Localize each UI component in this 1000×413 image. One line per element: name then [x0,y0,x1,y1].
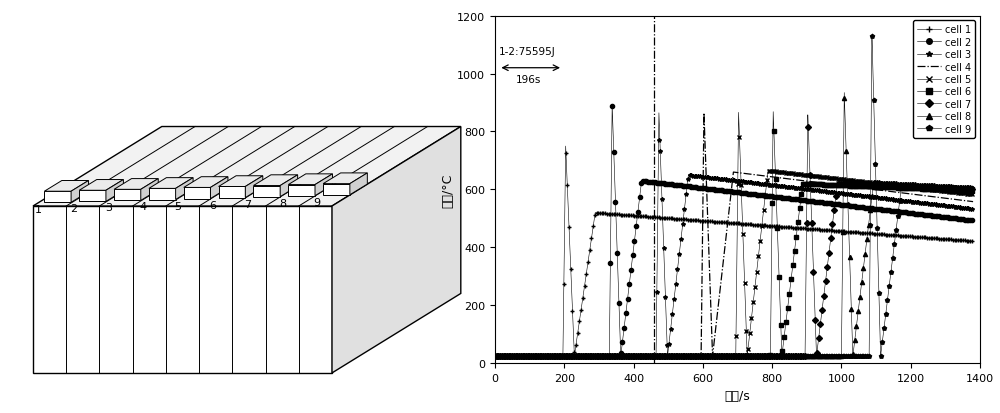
Text: 4: 4 [140,202,147,212]
Text: 8: 8 [279,198,286,208]
Polygon shape [114,179,158,190]
Polygon shape [79,191,106,202]
Polygon shape [149,178,193,189]
Polygon shape [141,179,158,201]
Text: 9: 9 [314,197,321,207]
Polygon shape [219,176,263,187]
Text: 6: 6 [209,200,216,210]
Polygon shape [33,206,332,373]
Polygon shape [149,189,176,200]
Polygon shape [71,181,89,203]
Text: 2: 2 [70,204,77,214]
Polygon shape [245,176,263,198]
Polygon shape [184,177,228,188]
Legend: cell 1, cell 2, cell 3, cell 4, cell 5, cell 6, cell 7, cell 8, cell 9: cell 1, cell 2, cell 3, cell 4, cell 5, … [913,21,975,138]
Polygon shape [288,185,315,196]
X-axis label: 时间/s: 时间/s [725,389,750,401]
Text: 3: 3 [105,203,112,213]
Polygon shape [332,127,461,373]
Polygon shape [114,190,141,201]
Polygon shape [253,186,280,197]
Text: 5: 5 [174,201,181,211]
Text: 196s: 196s [516,74,541,84]
Polygon shape [280,176,298,197]
Polygon shape [44,192,71,203]
Polygon shape [219,187,245,198]
Text: 1-2:75595J: 1-2:75595J [499,47,556,57]
Polygon shape [323,173,367,184]
Polygon shape [253,176,298,186]
Polygon shape [210,177,228,199]
Polygon shape [79,180,123,191]
Text: 7: 7 [244,199,251,209]
Polygon shape [323,184,350,195]
Y-axis label: 温度/°C: 温度/°C [441,173,454,207]
Polygon shape [176,178,193,200]
Polygon shape [350,173,367,195]
Polygon shape [184,188,210,199]
Polygon shape [315,174,332,196]
Polygon shape [106,180,123,202]
Text: 1: 1 [35,205,42,215]
Polygon shape [33,127,461,206]
Polygon shape [288,174,332,185]
Polygon shape [44,181,89,192]
